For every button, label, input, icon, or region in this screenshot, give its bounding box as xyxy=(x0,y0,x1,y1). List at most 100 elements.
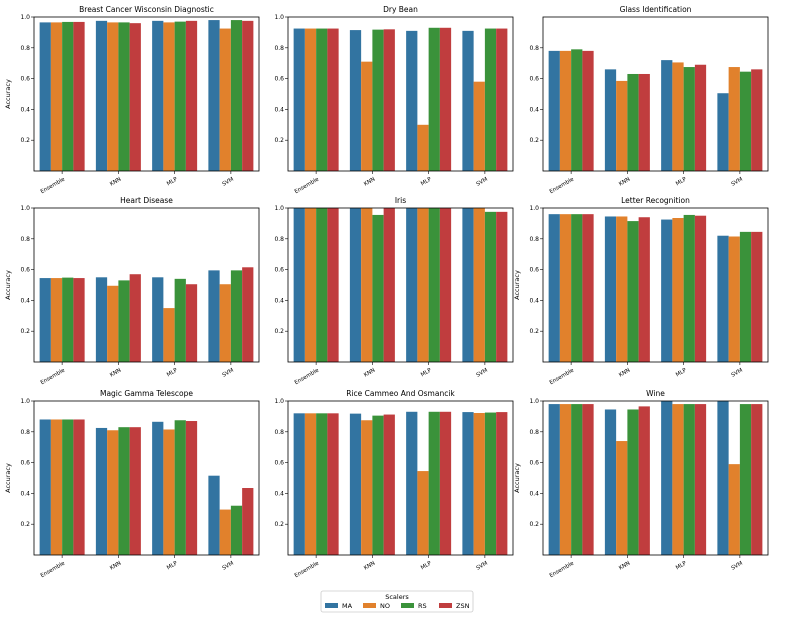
y-tick-label: 0.8 xyxy=(20,429,30,436)
bar-zsn-svm xyxy=(242,488,254,555)
x-tick-label: MLP xyxy=(420,176,433,187)
bar-zsn-svm xyxy=(496,28,508,171)
bar-zsn-ensemble xyxy=(73,21,85,172)
y-tick-label: 1.0 xyxy=(274,398,284,405)
x-tick-label: SVM xyxy=(730,560,744,571)
x-tick-label: KNN xyxy=(618,368,631,379)
bar-rs-ensemble xyxy=(316,28,328,171)
bar-ma-knn xyxy=(604,216,617,362)
chart-title: Iris xyxy=(395,196,406,205)
bar-rs-ensemble xyxy=(62,277,74,362)
bar-rs-knn xyxy=(372,29,384,171)
bar-zsn-svm xyxy=(751,231,763,362)
bar-no-svm xyxy=(728,236,740,362)
bar-zsn-mlp xyxy=(694,404,707,555)
bar-no-knn xyxy=(107,285,119,362)
bar-zsn-knn xyxy=(638,217,650,362)
y-tick-label: 0.8 xyxy=(274,429,284,436)
bar-ma-mlp xyxy=(152,277,164,362)
plot-frame xyxy=(542,16,769,172)
x-tick-label: Ensemble xyxy=(40,176,67,195)
legend: Scalers MA NO RS ZSN xyxy=(320,590,474,613)
chart-title: Wine xyxy=(646,389,665,398)
bar-ma-ensemble xyxy=(548,214,560,362)
x-tick-label: KNN xyxy=(363,561,376,572)
y-tick-label: 1.0 xyxy=(274,14,284,21)
plot-frame xyxy=(33,400,260,556)
chart-rice-cammeo-and-osmancik: Rice Cammeo And Osmancik 0.2 0.4 0.6 0.8 1.0 E… xyxy=(274,389,514,579)
y-tick-label: 0.8 xyxy=(20,45,30,52)
legend-swatch-zsn xyxy=(439,603,452,608)
chart-glass-identification: Glass Identification 0.2 0.4 0.6 0.8 Ensemble… xyxy=(529,5,769,195)
bar-ma-svm xyxy=(462,208,474,362)
y-tick-label: 1.0 xyxy=(274,205,284,212)
x-tick-label: MLP xyxy=(166,367,179,378)
plot-frame xyxy=(542,207,769,363)
bar-rs-mlp xyxy=(428,411,440,555)
bar-no-ensemble xyxy=(559,50,572,171)
bar-no-ensemble xyxy=(50,22,63,171)
y-tick-label: 1.0 xyxy=(20,205,30,212)
bar-rs-svm xyxy=(230,270,243,362)
bar-no-knn xyxy=(107,430,119,555)
bar-zsn-ensemble xyxy=(582,404,594,555)
bar-no-svm xyxy=(473,81,485,171)
bar-no-ensemble xyxy=(304,28,317,171)
y-tick-label: 0.4 xyxy=(274,297,284,304)
bar-no-svm xyxy=(473,208,485,362)
x-tick-label: MLP xyxy=(166,176,179,187)
y-tick-label: 0.6 xyxy=(20,267,30,274)
x-tick-label: Ensemble xyxy=(294,176,321,195)
bar-rs-svm xyxy=(739,71,752,171)
chart-dry-bean: Dry Bean 0.2 0.4 0.6 0.8 1.0 Ensemble KNN MLP SVM xyxy=(274,5,514,195)
plot-frame xyxy=(287,16,514,172)
chart-panels: Breast Cancer Wisconsin Diagnostic Accura… xyxy=(4,5,769,579)
x-tick-label: MLP xyxy=(675,176,688,187)
y-axis-label: Accuracy xyxy=(4,270,12,300)
bar-zsn-svm xyxy=(496,412,508,555)
y-tick-label: 1.0 xyxy=(529,398,539,405)
chart-title: Heart Disease xyxy=(120,196,173,205)
y-tick-label: 0.2 xyxy=(274,137,284,144)
chart-letter-recognition: Letter Recognition Accuracy 0.2 0.4 0.6 0.8 1.… xyxy=(513,196,769,386)
x-tick-label: Ensemble xyxy=(40,560,67,579)
bar-no-svm xyxy=(728,67,740,171)
bar-no-mlp xyxy=(672,404,684,555)
legend-swatch-rs xyxy=(401,603,414,608)
y-tick-label: 0.6 xyxy=(20,76,30,83)
y-tick-label: 0.2 xyxy=(20,328,30,335)
bar-rs-knn xyxy=(627,73,639,171)
bar-rs-svm xyxy=(230,505,243,555)
x-tick-label: SVM xyxy=(221,367,235,378)
bar-ma-svm xyxy=(208,270,220,362)
bar-no-svm xyxy=(219,284,231,362)
bar-ma-ensemble xyxy=(39,419,51,555)
y-tick-label: 0.4 xyxy=(20,490,30,497)
bar-ma-knn xyxy=(349,208,362,362)
legend-title: Scalers xyxy=(385,593,409,601)
x-tick-label: KNN xyxy=(109,561,122,572)
bar-rs-ensemble xyxy=(62,21,74,172)
y-tick-label: 0.6 xyxy=(274,76,284,83)
plot-frame xyxy=(287,400,514,556)
legend-label-ma: MA xyxy=(342,602,353,610)
bar-ma-ensemble xyxy=(293,208,305,362)
bar-zsn-knn xyxy=(129,427,141,555)
chart-title: Breast Cancer Wisconsin Diagnostic xyxy=(79,5,214,14)
bar-rs-svm xyxy=(484,412,497,555)
bar-rs-svm xyxy=(484,211,497,362)
bar-no-knn xyxy=(616,216,628,362)
y-tick-label: 0.8 xyxy=(529,236,539,243)
bar-no-ensemble xyxy=(559,404,572,555)
bar-no-mlp xyxy=(417,208,429,362)
bar-rs-knn xyxy=(118,427,130,555)
bar-ma-ensemble xyxy=(39,278,51,362)
y-tick-label: 0.4 xyxy=(20,297,30,304)
bar-rs-ensemble xyxy=(571,49,583,172)
x-tick-label: MLP xyxy=(420,560,433,571)
bar-ma-svm xyxy=(717,93,729,171)
bar-ma-svm xyxy=(208,475,220,555)
bar-rs-knn xyxy=(118,22,130,171)
x-tick-label: Ensemble xyxy=(294,560,321,579)
chart-heart-disease: Heart Disease Accuracy 0.2 0.4 0.6 0.8 1.0 Ense… xyxy=(4,196,260,386)
